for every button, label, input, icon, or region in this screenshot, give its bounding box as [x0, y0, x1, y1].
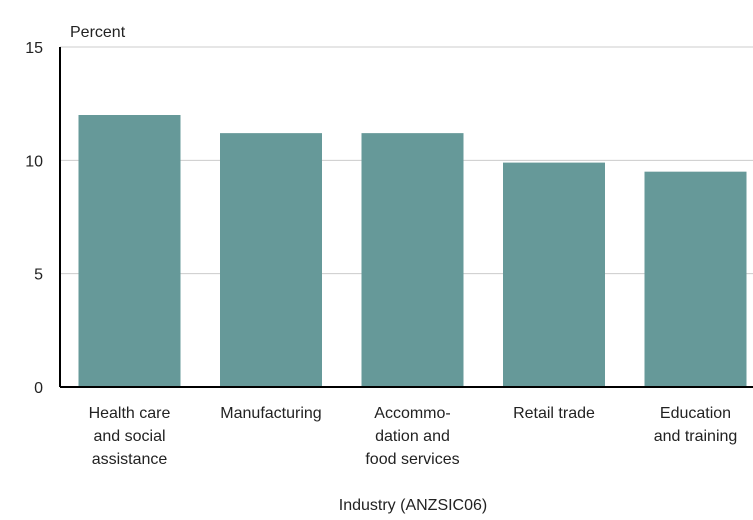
bars	[78, 115, 747, 387]
x-category-label: Education and training	[654, 405, 738, 445]
x-axis-label: Industry (ANZSIC06)	[339, 497, 487, 514]
x-category-label: Manufacturing	[220, 405, 321, 422]
x-category-label: Retail trade	[513, 405, 595, 422]
bar	[644, 171, 747, 387]
x-axis-categories: Health care and social assistance Manufactu…	[89, 405, 738, 468]
x-category-label: Health care and social assistance	[89, 405, 171, 468]
y-tick-label: 5	[34, 267, 43, 284]
bar	[78, 115, 181, 387]
x-category-label: Accommo-dation and food services	[365, 405, 459, 468]
y-axis-label: Percent	[70, 24, 126, 41]
bar	[503, 162, 605, 387]
y-tick-label: 10	[25, 153, 43, 170]
y-tick-label: 0	[34, 380, 43, 397]
y-axis-ticks: 0 5 10 15	[25, 40, 43, 397]
y-tick-label: 15	[25, 40, 43, 57]
bar	[361, 133, 464, 387]
bar	[220, 133, 322, 387]
